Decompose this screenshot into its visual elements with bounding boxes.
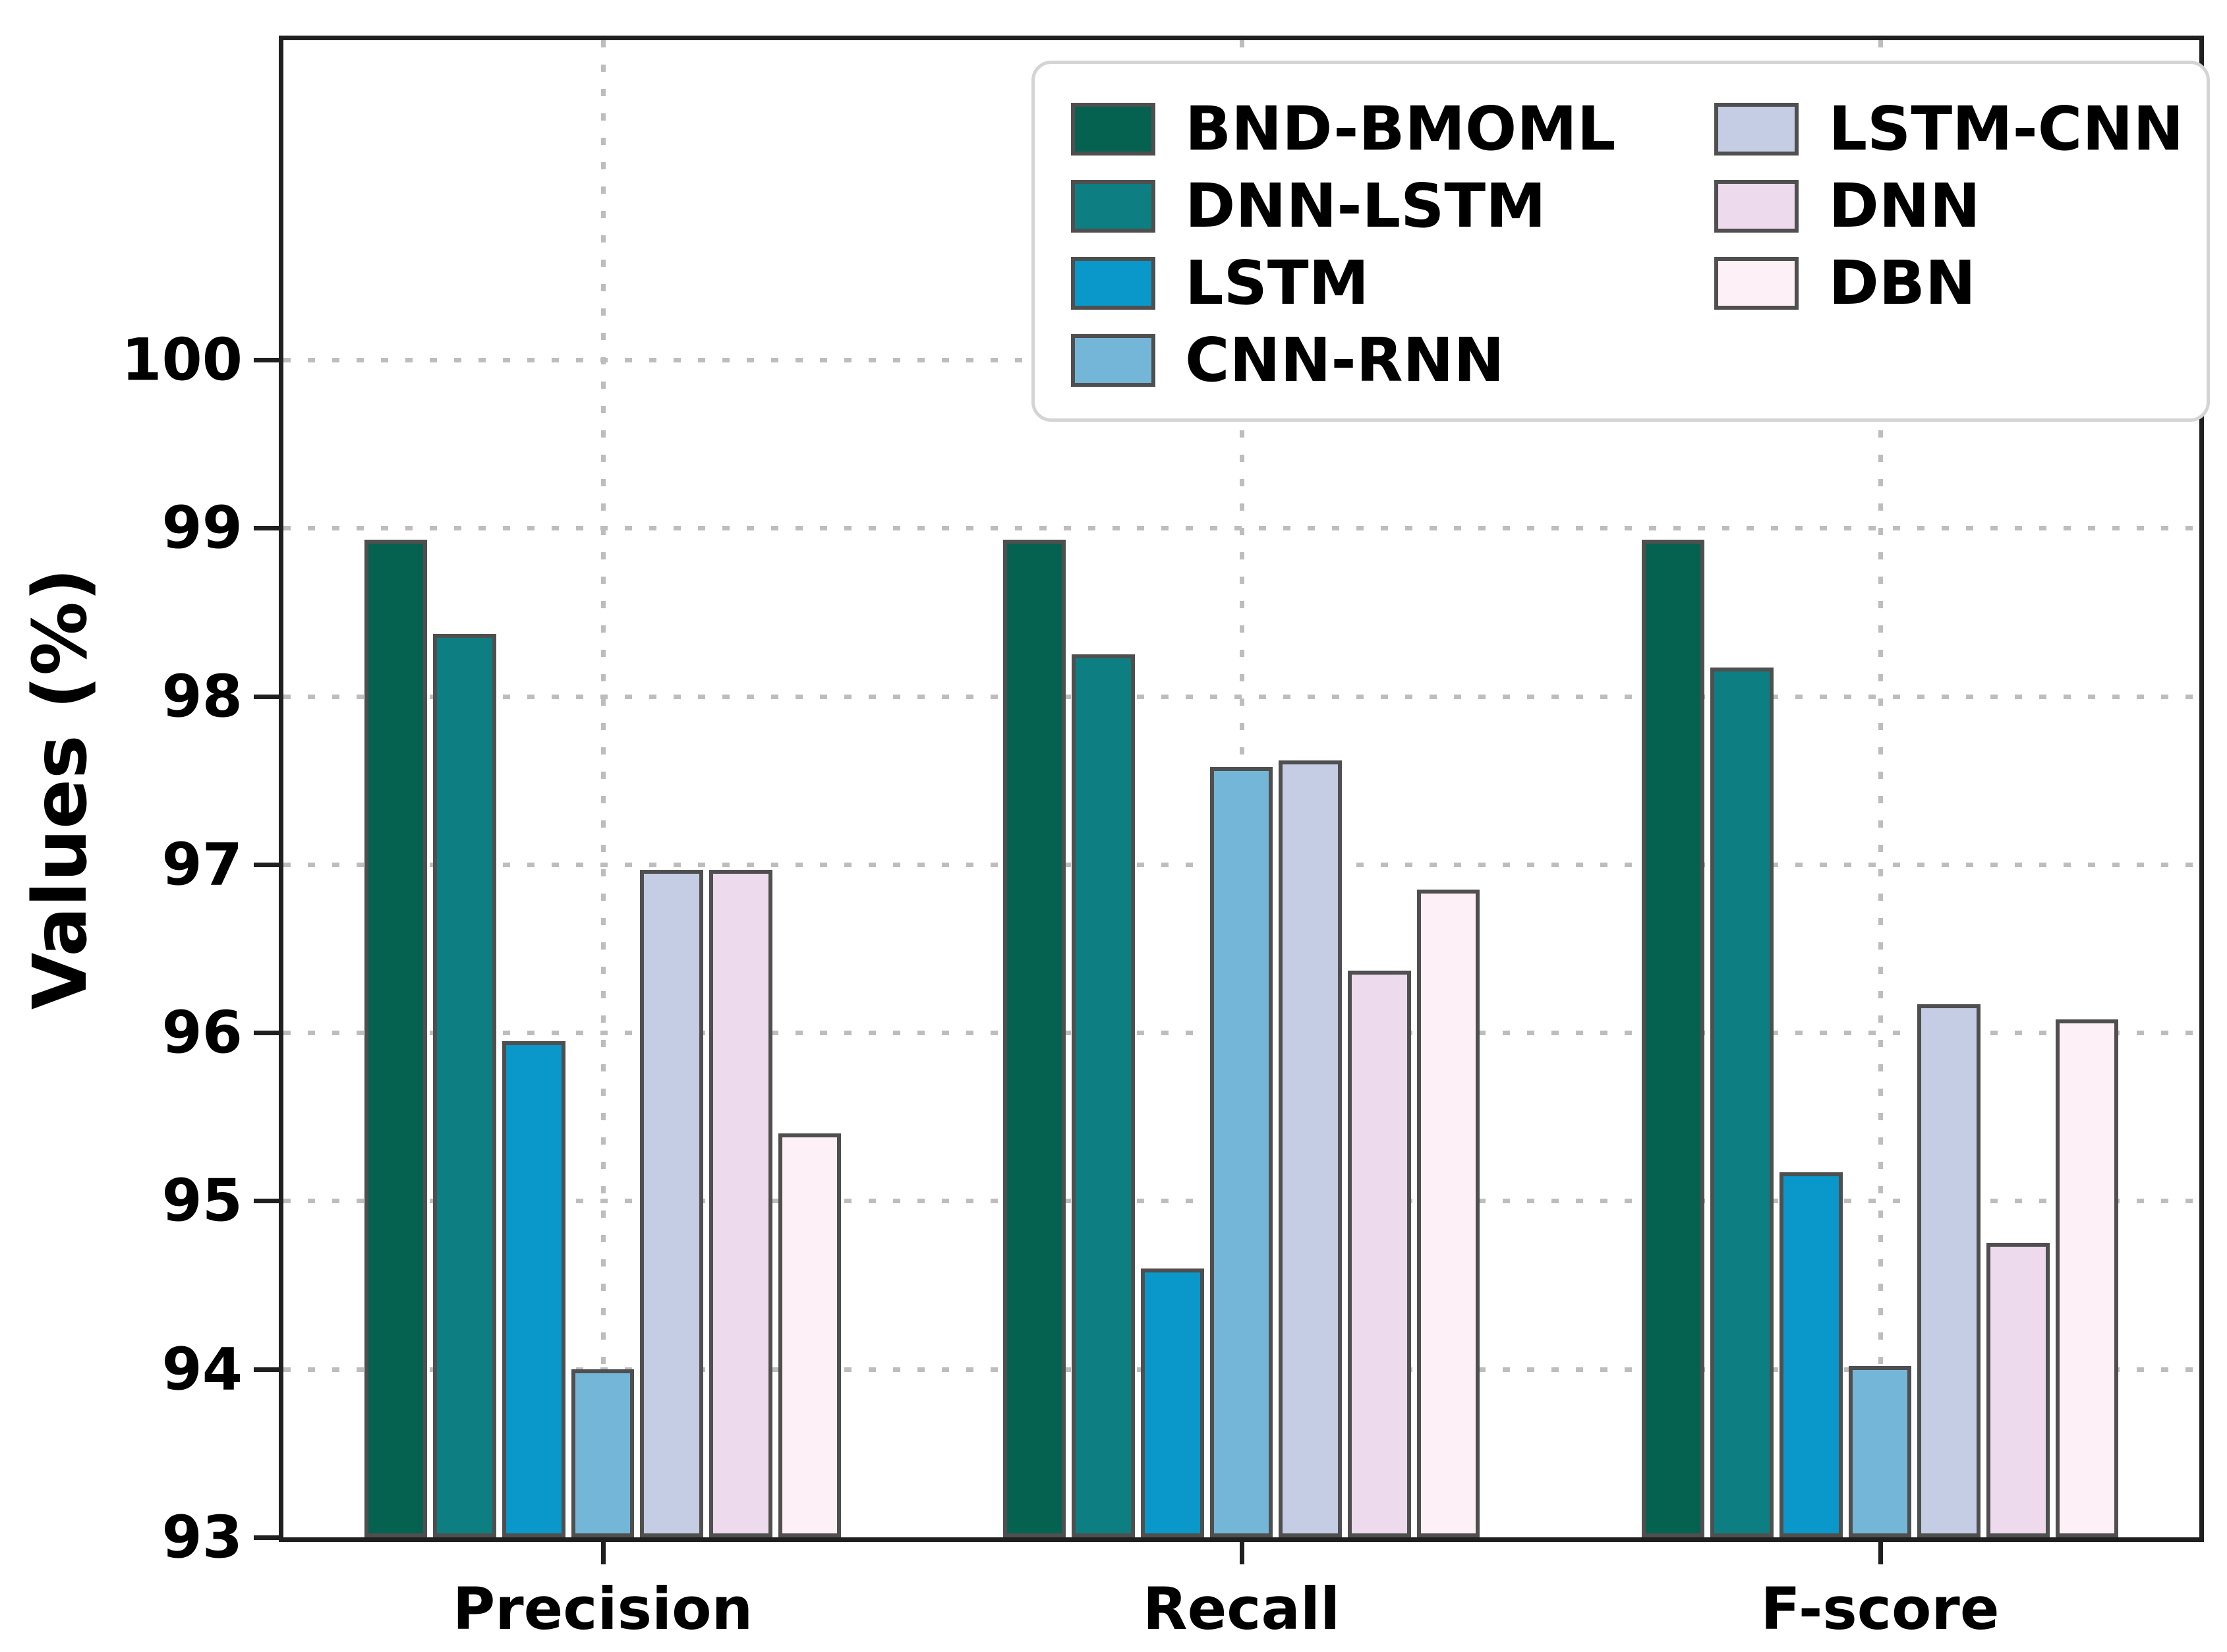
legend-label: DNN-LSTM <box>1185 171 1546 241</box>
bar <box>1917 1004 1981 1537</box>
legend-swatch <box>1071 179 1155 233</box>
bar <box>502 1040 565 1537</box>
y-axis-label: Values (%) <box>18 567 103 1010</box>
bar <box>571 1369 635 1537</box>
legend-item: DBN <box>1714 244 2184 322</box>
legend-label: LSTM-CNN <box>1828 94 2184 164</box>
bar <box>2055 1019 2119 1537</box>
y-tick-mark <box>254 1199 279 1204</box>
v-gridline <box>600 40 606 1537</box>
x-category-label: Precision <box>452 1575 753 1643</box>
bar <box>1416 890 1480 1537</box>
x-tick-mark <box>600 1542 606 1564</box>
legend-item: DNN <box>1714 167 2184 244</box>
x-tick-mark <box>1239 1542 1244 1564</box>
y-tick-label: 100 <box>121 326 243 394</box>
y-tick-mark <box>254 1367 279 1372</box>
legend-swatch <box>1071 102 1155 156</box>
bar <box>640 869 703 1537</box>
legend-item: CNN-RNN <box>1071 322 1615 399</box>
legend-swatch <box>1071 333 1155 387</box>
legend-swatch <box>1714 102 1799 156</box>
y-tick-mark <box>254 862 279 867</box>
bar <box>1348 970 1411 1537</box>
legend-column: BND-BMOML DNN-LSTM LSTM CNN-RNN <box>1071 90 1615 399</box>
legend-label: LSTM <box>1185 248 1370 318</box>
legend-swatch <box>1714 256 1799 310</box>
y-tick-label: 97 <box>161 830 243 899</box>
y-tick-mark <box>254 1535 279 1540</box>
bar <box>1002 540 1066 1537</box>
bar <box>1710 668 1774 1537</box>
bar <box>1072 654 1135 1537</box>
v-gridline <box>1878 40 1883 1537</box>
x-tick-mark <box>1878 1542 1883 1564</box>
y-tick-label: 93 <box>161 1503 243 1572</box>
bar <box>1848 1365 1912 1537</box>
y-tick-mark <box>254 1031 279 1036</box>
bar <box>1279 760 1342 1537</box>
bar <box>1141 1268 1204 1537</box>
legend-item: LSTM-CNN <box>1714 90 2184 167</box>
legend-label: BND-BMOML <box>1185 94 1616 164</box>
y-tick-mark <box>254 526 279 531</box>
legend-label: DBN <box>1828 248 1976 318</box>
legend-label: DNN <box>1828 171 1981 241</box>
y-tick-label: 98 <box>161 662 243 731</box>
legend-swatch <box>1071 256 1155 310</box>
bar <box>433 634 496 1537</box>
y-tick-mark <box>254 694 279 699</box>
legend-item: LSTM <box>1071 244 1615 322</box>
y-tick-label: 99 <box>161 494 243 562</box>
bar <box>778 1133 842 1537</box>
legend-column: LSTM-CNN DNN DBN <box>1714 90 2184 322</box>
legend-swatch <box>1714 179 1799 233</box>
legend: BND-BMOML DNN-LSTM LSTM CNN-RNN LSTM-CNN DNN D… <box>1031 61 2210 422</box>
y-tick-mark <box>254 358 279 363</box>
y-tick-label: 95 <box>161 1166 243 1235</box>
y-tick-label: 94 <box>161 1335 243 1404</box>
legend-item: BND-BMOML <box>1071 90 1615 167</box>
legend-item: DNN-LSTM <box>1071 167 1615 244</box>
plot-area <box>279 36 2204 1542</box>
x-category-label: F-score <box>1760 1575 2000 1643</box>
bar <box>1641 540 1705 1537</box>
legend-label: CNN-RNN <box>1185 325 1505 395</box>
bar <box>364 540 428 1537</box>
bar <box>1209 766 1273 1537</box>
bar <box>1986 1243 2050 1537</box>
bar <box>709 869 772 1537</box>
bar <box>1779 1172 1843 1537</box>
x-category-label: Recall <box>1142 1575 1341 1643</box>
y-tick-label: 96 <box>161 998 243 1067</box>
